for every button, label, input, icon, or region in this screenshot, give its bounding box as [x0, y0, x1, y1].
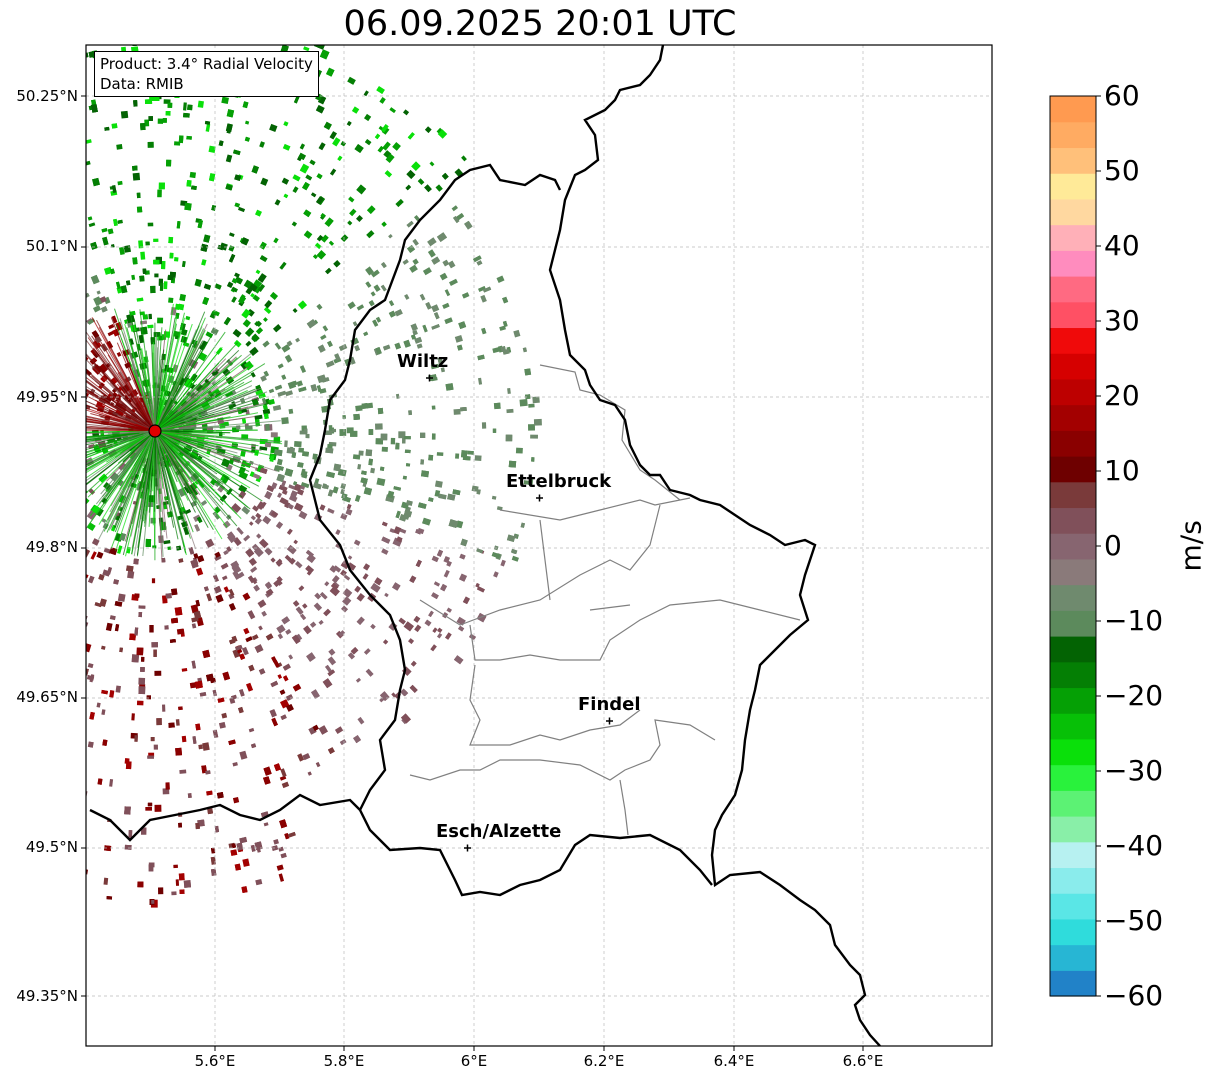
lon-label-6.4: 6.4°E: [713, 1052, 755, 1070]
city-label-esch-alzette: Esch/Alzette: [436, 821, 562, 842]
latitude-ticks: [81, 95, 86, 997]
findel-marker: [606, 717, 613, 725]
cb-label-10: 10: [1104, 454, 1140, 487]
colorbar-unit-label: m/s: [1174, 520, 1207, 572]
cb-label-0: 0: [1104, 529, 1122, 562]
lon-label-6: 6°E: [460, 1052, 488, 1070]
info-box: Product: 3.4° Radial Velocity Data: RMIB: [94, 51, 319, 97]
cb-label-minus-10: −10: [1104, 604, 1164, 637]
longitude-ticks: [214, 1046, 864, 1051]
cb-label-60: 60: [1104, 79, 1140, 112]
cb-label-minus-50: −50: [1104, 904, 1164, 937]
lon-label-6.6: 6.6°E: [842, 1052, 884, 1070]
cb-label-50: 50: [1104, 154, 1140, 187]
national-borders: [89, 45, 881, 1046]
lat-label-50.1: 50.1°N: [25, 237, 78, 255]
radar-site-marker: [148, 424, 162, 438]
cb-label-40: 40: [1104, 229, 1140, 262]
cb-label-minus-30: −30: [1104, 754, 1164, 787]
colorbar: [1050, 96, 1096, 997]
lat-label-49.95: 49.95°N: [16, 388, 78, 406]
city-label-wiltz: Wiltz: [397, 351, 449, 372]
cb-label-minus-20: −20: [1104, 679, 1164, 712]
canton-boundaries: [409, 364, 801, 836]
lat-label-49.8: 49.8°N: [25, 538, 78, 556]
wiltz-marker: [426, 374, 433, 382]
city-label-findel: Findel: [578, 694, 641, 715]
map-background: [86, 45, 992, 1046]
map-title: 06.09.2025 20:01 UTC: [343, 4, 737, 44]
city-label-ettelbruck: Ettelbruck: [506, 471, 612, 492]
map-frame: [85, 44, 993, 1047]
colorbar-ticks: [1096, 95, 1101, 997]
cb-label-20: 20: [1104, 379, 1140, 412]
lat-label-49.65: 49.65°N: [16, 688, 78, 706]
cb-label-30: 30: [1104, 304, 1140, 337]
cb-label-minus-60: −60: [1104, 979, 1164, 1012]
ettelbruck-marker: [536, 494, 543, 502]
lon-label-5.6: 5.6°E: [194, 1052, 236, 1070]
radar-echo-layer: [86, 45, 542, 908]
lat-label-50.25: 50.25°N: [16, 87, 78, 105]
esch-alzette-marker: [464, 844, 471, 852]
city-markers: [426, 374, 613, 852]
cb-label-minus-40: −40: [1104, 829, 1164, 862]
lon-label-6.2: 6.2°E: [583, 1052, 625, 1070]
product-text: Product: 3.4° Radial Velocity: [100, 55, 313, 73]
lon-label-5.8: 5.8°E: [323, 1052, 365, 1070]
data-source-text: Data: RMIB: [100, 75, 184, 93]
lat-label-49.35: 49.35°N: [16, 987, 78, 1005]
lat-label-49.5: 49.5°N: [25, 838, 78, 856]
